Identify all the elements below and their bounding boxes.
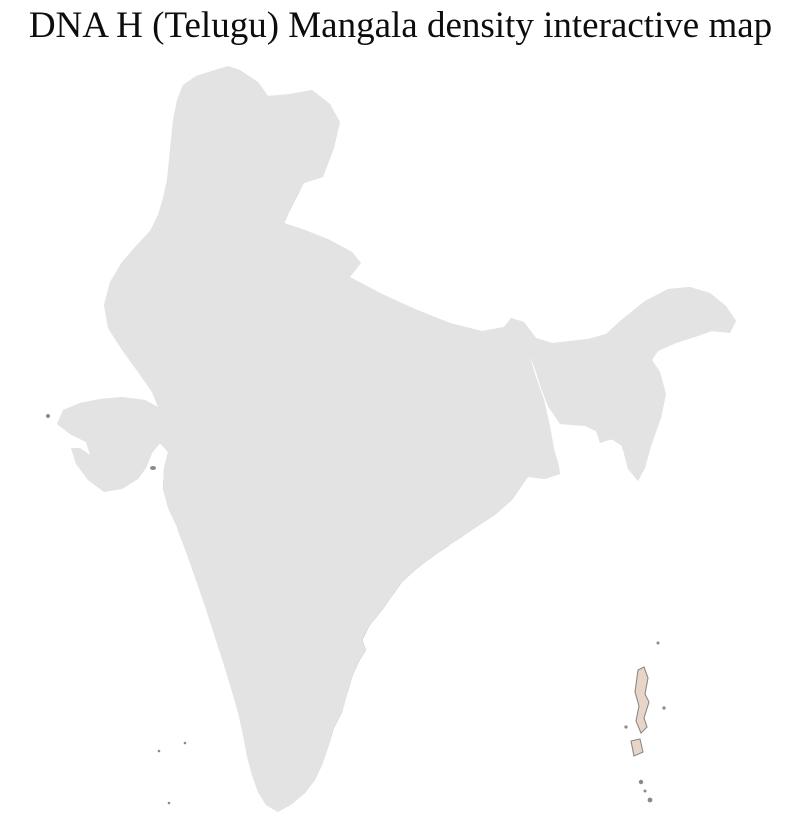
page-title: DNA H (Telugu) Mangala density interacti…: [28, 5, 773, 46]
island-speck[interactable]: [624, 725, 628, 729]
lakshadweep-speck[interactable]: [183, 741, 187, 745]
kutch-islet[interactable]: [46, 414, 50, 418]
island-speck[interactable]: [647, 797, 653, 803]
region-thane-district[interactable]: [154, 511, 171, 531]
island-speck[interactable]: [656, 641, 660, 645]
region-andaman-south[interactable]: [630, 738, 644, 757]
lakshadweep-speck[interactable]: [167, 801, 171, 805]
india-coastline: [55, 64, 738, 814]
islands: [46, 414, 666, 805]
island-speck[interactable]: [662, 706, 666, 710]
island-speck[interactable]: [638, 779, 644, 785]
khambhat-estuary-mark: [150, 466, 156, 470]
region-pune-district[interactable]: [151, 528, 183, 553]
state-border-goa: [187, 585, 199, 604]
island-speck[interactable]: [643, 789, 647, 793]
region-andaman-main[interactable]: [634, 666, 650, 734]
lakshadweep-speck[interactable]: [157, 749, 161, 753]
